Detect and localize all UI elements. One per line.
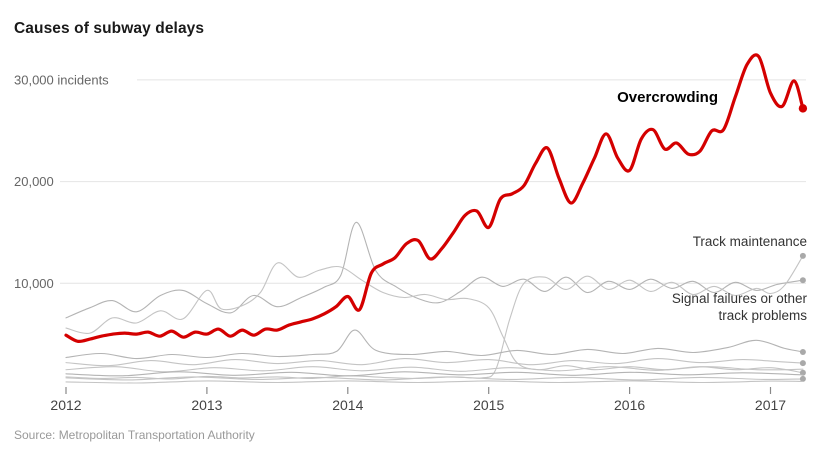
annotation-signal-failures-line2: track problems bbox=[718, 308, 807, 323]
minor-5-line bbox=[65, 376, 804, 381]
x-axis-label-2016: 2016 bbox=[614, 397, 645, 413]
overcrowding-end-dot bbox=[798, 104, 808, 113]
overcrowding-line bbox=[64, 53, 805, 344]
annotation-track-maintenance: Track maintenance bbox=[693, 234, 807, 249]
minor-5-end-dot bbox=[799, 375, 806, 382]
page-title: Causes of subway delays bbox=[14, 20, 205, 37]
minor-2-end-dot bbox=[799, 360, 806, 367]
y-axis-label-20000: 20,000 bbox=[14, 174, 54, 189]
signal-failures-line bbox=[65, 221, 804, 319]
track-maintenance-end-dot bbox=[799, 252, 806, 259]
minor-4-line bbox=[65, 371, 804, 377]
x-axis-label-2013: 2013 bbox=[191, 397, 222, 413]
y-axis-label-30000: 30,000 incidents bbox=[14, 72, 109, 87]
track-maintenance-line bbox=[65, 255, 804, 380]
x-axis-label-2015: 2015 bbox=[473, 397, 504, 413]
x-axis-label-2017: 2017 bbox=[755, 397, 786, 413]
minor-6-line bbox=[65, 380, 804, 384]
minor-1-line bbox=[65, 329, 804, 360]
source-note: Source: Metropolitan Transportation Auth… bbox=[14, 428, 255, 442]
annotation-signal-failures-line1: Signal failures or other bbox=[672, 291, 808, 306]
minor-2-line bbox=[65, 358, 804, 367]
minor-1-end-dot bbox=[799, 348, 806, 355]
annotation-overcrowding: Overcrowding bbox=[617, 89, 718, 106]
signal-failures-end-dot bbox=[799, 277, 806, 284]
minor-3-line bbox=[65, 366, 804, 373]
x-axis-label-2014: 2014 bbox=[332, 397, 363, 413]
discontinued-category-line bbox=[65, 262, 804, 374]
y-axis-label-10000: 10,000 bbox=[14, 276, 54, 291]
x-axis-label-2012: 2012 bbox=[50, 397, 81, 413]
